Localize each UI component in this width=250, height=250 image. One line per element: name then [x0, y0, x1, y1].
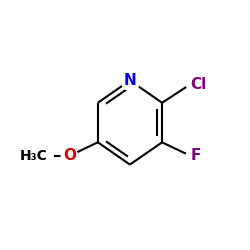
- Text: O: O: [63, 148, 76, 164]
- Text: H₃C: H₃C: [19, 149, 47, 163]
- Text: N: N: [124, 73, 136, 88]
- Text: Cl: Cl: [190, 77, 207, 92]
- Text: F: F: [190, 148, 201, 164]
